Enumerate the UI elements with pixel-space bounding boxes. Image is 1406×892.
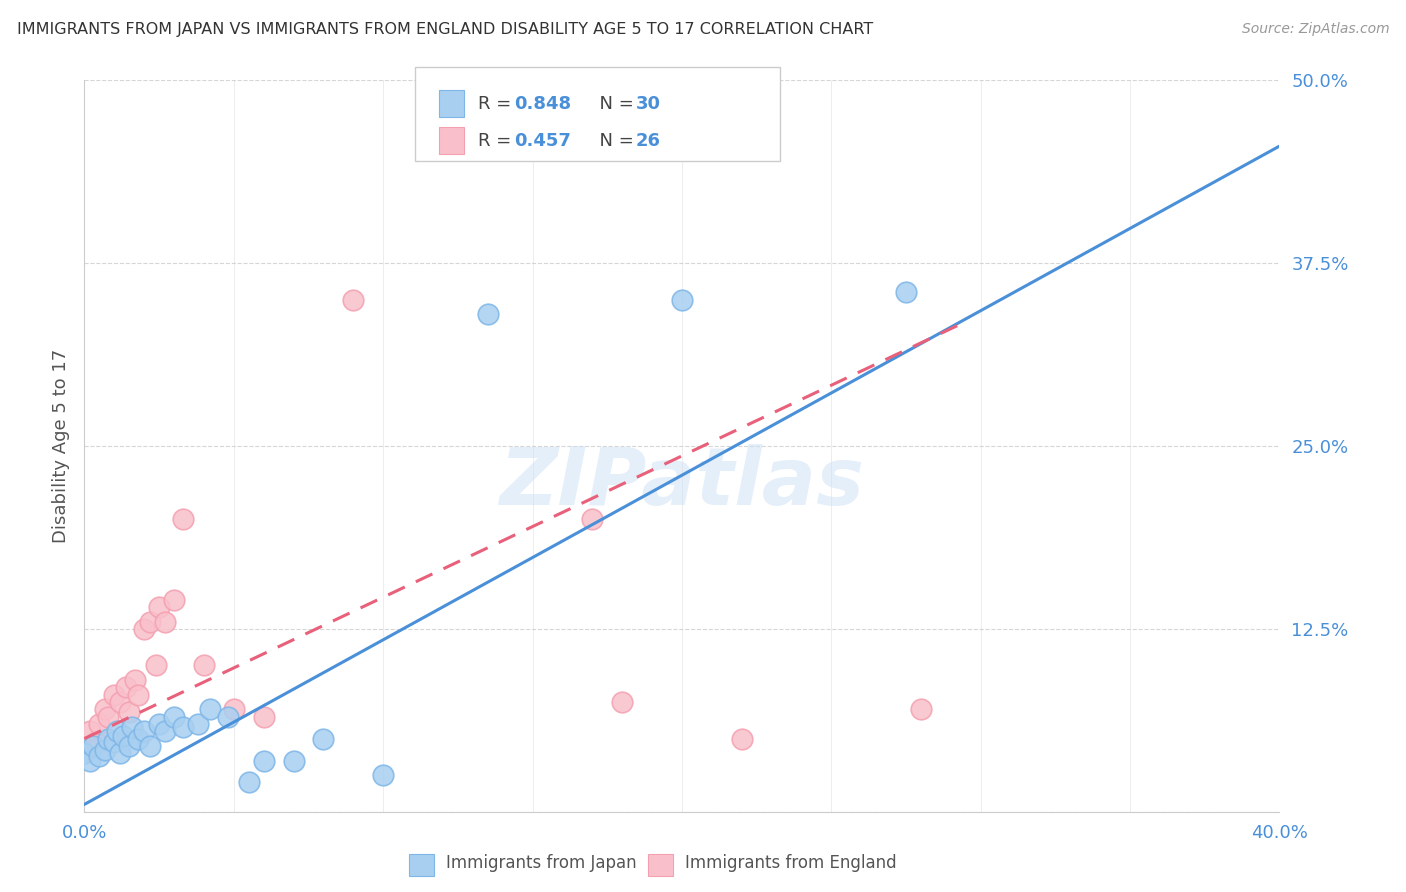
Point (148, 599, 170, 614)
Point (283, 754, 305, 768)
Point (127, 731, 149, 746)
Point (89, 749, 111, 764)
Text: Source: ZipAtlas.com: Source: ZipAtlas.com (1241, 22, 1389, 37)
Point (97, 731, 120, 746)
Point (73, 746, 96, 760)
Text: Immigrants from Japan: Immigrants from Japan (446, 855, 637, 872)
Point (124, 673, 146, 687)
Point (97, 709, 120, 723)
Point (79, 754, 101, 768)
Point (253, 709, 276, 723)
Text: 0.457: 0.457 (515, 132, 571, 150)
Text: 30: 30 (636, 95, 661, 112)
Point (86, 734, 108, 748)
Point (110, 746, 132, 760)
Point (477, 307, 499, 321)
Text: 0.848: 0.848 (515, 95, 572, 112)
Text: N =: N = (588, 132, 640, 150)
Point (894, 285, 917, 300)
Point (342, 293, 364, 307)
Text: ZIPatlas: ZIPatlas (499, 443, 865, 522)
Point (163, 709, 186, 723)
Text: R =: R = (478, 95, 517, 112)
Point (153, 724, 176, 739)
Point (118, 705, 141, 719)
Point (127, 688, 149, 702)
Point (145, 658, 167, 673)
Point (373, 768, 395, 782)
Point (163, 592, 186, 607)
Point (121, 720, 143, 734)
Point (94, 743, 117, 757)
Text: N =: N = (588, 95, 640, 112)
Point (105, 724, 128, 739)
Text: Immigrants from England: Immigrants from England (685, 855, 897, 872)
Point (82, 739, 104, 753)
Point (217, 709, 239, 723)
Point (79, 724, 101, 739)
Point (187, 717, 209, 731)
Point (73, 746, 96, 760)
Point (193, 658, 215, 673)
Point (153, 615, 176, 629)
Point (581, 512, 603, 526)
Point (671, 293, 693, 307)
Point (103, 734, 125, 748)
Point (115, 681, 138, 695)
Point (731, 731, 754, 746)
Text: IMMIGRANTS FROM JAPAN VS IMMIGRANTS FROM ENGLAND DISABILITY AGE 5 TO 17 CORRELAT: IMMIGRANTS FROM JAPAN VS IMMIGRANTS FROM… (17, 22, 873, 37)
Point (89, 717, 111, 731)
Text: 26: 26 (636, 132, 661, 150)
Y-axis label: Disability Age 5 to 17: Disability Age 5 to 17 (52, 349, 70, 543)
Point (118, 739, 141, 753)
Point (312, 731, 335, 746)
Point (222, 702, 245, 716)
Point (253, 754, 276, 768)
Point (132, 724, 156, 739)
Point (198, 702, 221, 716)
Point (139, 615, 162, 629)
Point (110, 695, 132, 709)
Point (910, 702, 932, 716)
Point (172, 720, 194, 734)
Point (132, 622, 156, 636)
Point (612, 695, 634, 709)
Point (139, 739, 162, 753)
Point (172, 512, 194, 526)
Point (238, 775, 260, 789)
Text: R =: R = (478, 132, 517, 150)
Point (94, 702, 117, 716)
Point (148, 717, 170, 731)
Point (112, 729, 135, 743)
Point (103, 688, 125, 702)
